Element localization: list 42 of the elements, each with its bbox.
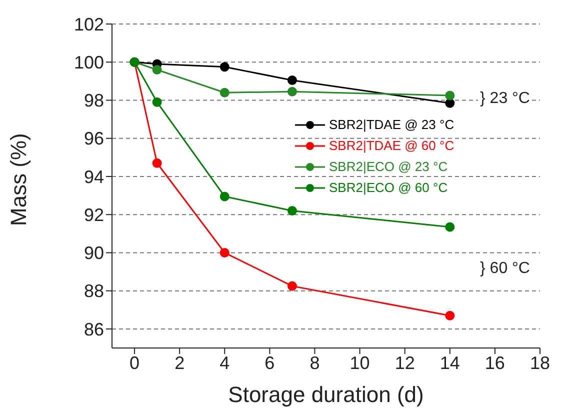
- point: [445, 90, 455, 100]
- y-tick-label: 90: [84, 243, 104, 264]
- annotation: } 60 °C: [478, 260, 532, 278]
- point: [287, 281, 297, 291]
- y-axis-title: Mass (%): [6, 133, 31, 226]
- annotation: } 23 °C: [478, 90, 532, 108]
- legend-label: SBR2|TDAE @ 23 °C: [329, 116, 454, 134]
- x-tick-label: 8: [310, 352, 320, 373]
- y-tick-label: 92: [84, 204, 104, 225]
- y-tick-label: 88: [84, 281, 104, 302]
- point: [445, 222, 455, 232]
- x-tick-label: 14: [440, 352, 460, 373]
- point: [220, 88, 230, 98]
- point: [220, 62, 230, 72]
- y-tick-label: 100: [74, 52, 104, 73]
- point: [287, 86, 297, 96]
- legend-label: SBR2|ECO @ 23 °C: [329, 158, 448, 176]
- point: [287, 75, 297, 85]
- y-tick-label: 98: [84, 90, 104, 111]
- x-tick-label: 12: [394, 352, 415, 373]
- point: [152, 64, 162, 74]
- y-tick-label: 94: [84, 166, 104, 187]
- x-tick-label: 6: [264, 352, 275, 373]
- point: [220, 248, 230, 258]
- point: [152, 158, 162, 168]
- point: [445, 310, 455, 320]
- y-tick-label: 102: [74, 14, 104, 34]
- legend-label: SBR2|ECO @ 60 °C: [329, 179, 448, 197]
- point: [220, 192, 230, 202]
- point: [287, 206, 297, 216]
- y-tick-label: 96: [84, 128, 104, 149]
- legend-label: SBR2|TDAE @ 60 °C: [329, 137, 454, 155]
- x-tick-label: 18: [530, 352, 550, 373]
- x-tick-label: 10: [350, 352, 370, 373]
- x-axis-title: Storage duration (d): [228, 382, 424, 407]
- x-tick-label: 2: [174, 352, 185, 373]
- point: [152, 97, 162, 107]
- point: [445, 98, 455, 108]
- x-tick-label: 0: [130, 352, 140, 373]
- x-tick-label: 4: [220, 352, 230, 373]
- x-tick-label: 16: [484, 352, 505, 373]
- y-tick-label: 86: [84, 319, 104, 340]
